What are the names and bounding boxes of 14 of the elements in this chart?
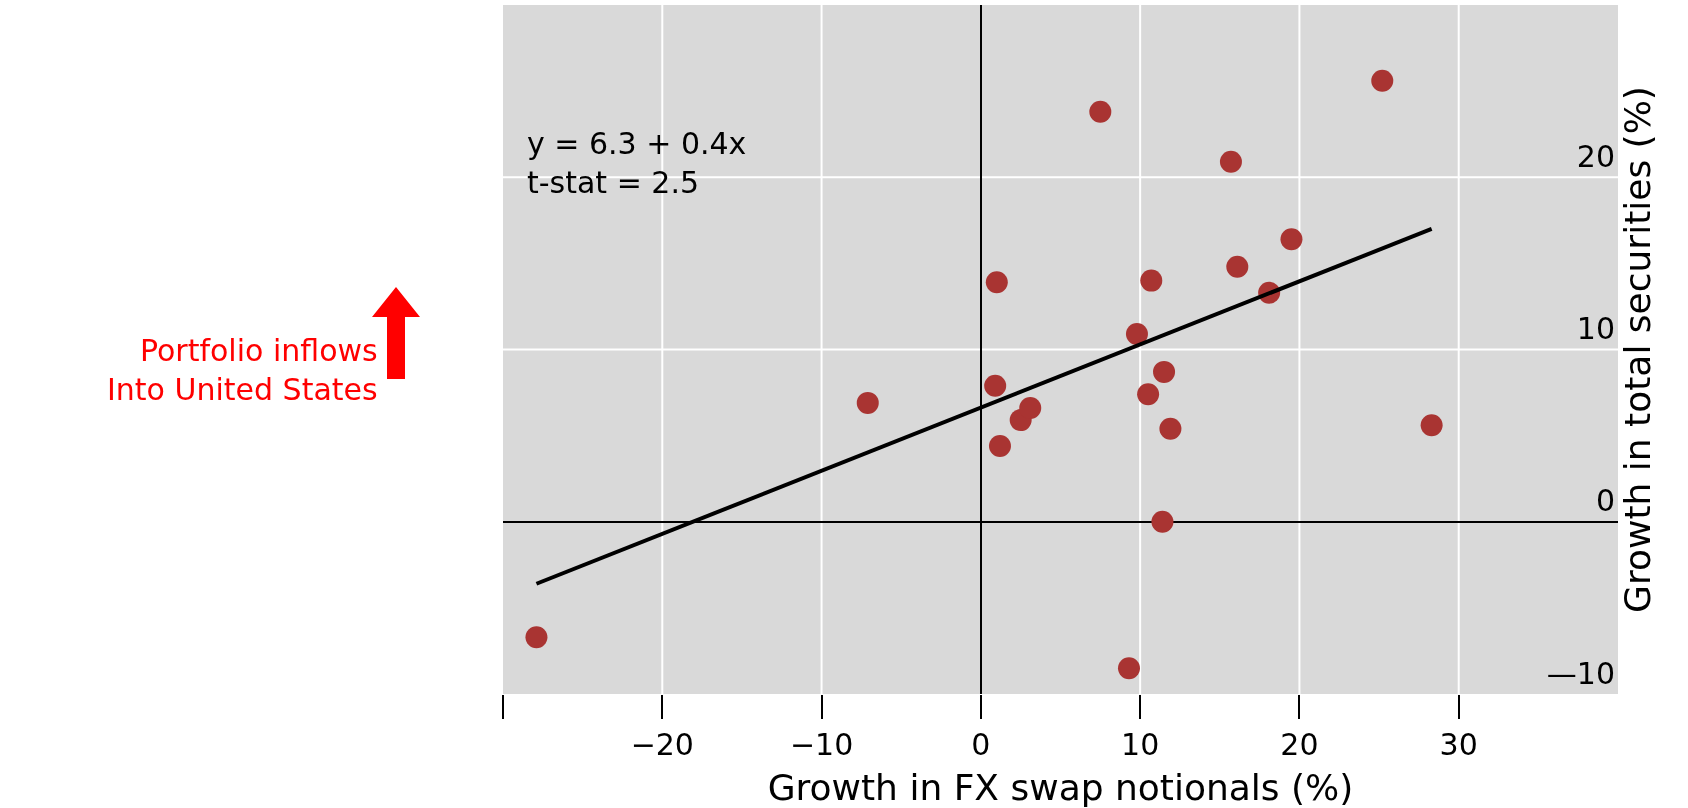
x-axis-title: Growth in FX swap notionals (%) bbox=[767, 767, 1354, 808]
x-tick-label: 30 bbox=[1439, 727, 1478, 762]
y-tick-label: —10 bbox=[1546, 655, 1615, 691]
y-tick-label: 10 bbox=[1576, 311, 1615, 346]
y-axis-title: Growth in total securities (%) bbox=[1616, 86, 1658, 613]
annotation: y = 6.3 + 0.4x t-stat = 2.5 bbox=[527, 126, 747, 200]
text: Portfolio inflows Into United States bbox=[107, 333, 378, 407]
x-tick-label: −10 bbox=[789, 727, 854, 762]
x-tick-label: 0 bbox=[971, 727, 991, 762]
y-tick-label: 20 bbox=[1576, 138, 1615, 174]
x-tick-label: 10 bbox=[1121, 727, 1160, 762]
x-tick-label: 20 bbox=[1280, 727, 1319, 762]
x-tick-label: −20 bbox=[630, 727, 694, 762]
y-tick-label: 0 bbox=[1595, 483, 1615, 519]
